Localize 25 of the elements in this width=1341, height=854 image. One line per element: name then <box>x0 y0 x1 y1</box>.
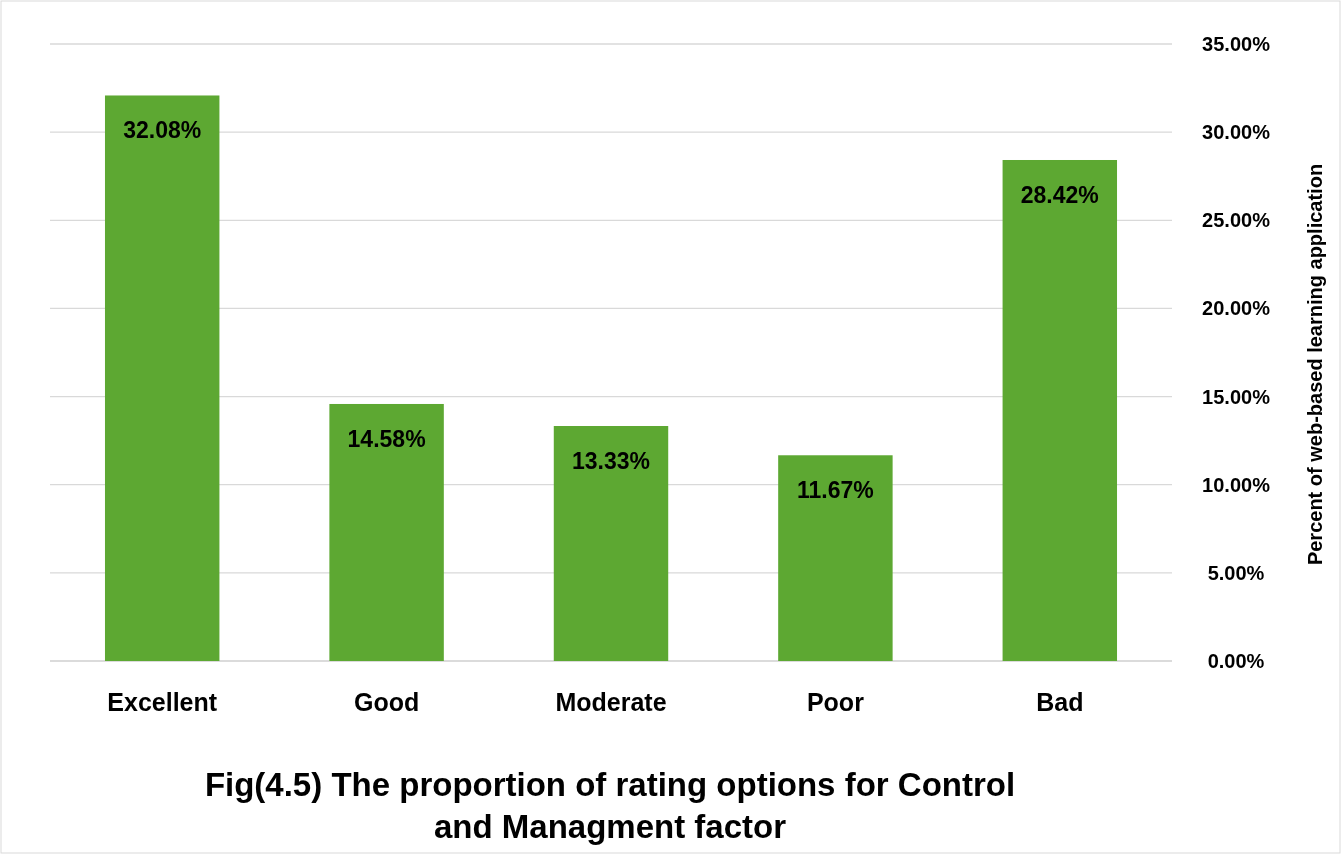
y-axis-title: Percent of web-based learning application <box>1304 163 1326 566</box>
x-tick-label: Moderate <box>555 688 667 716</box>
data-label: 32.08% <box>123 117 202 144</box>
x-tick-label: Poor <box>806 688 865 716</box>
y-tick-label: 0.00% <box>1207 650 1265 672</box>
data-label: 14.58% <box>347 425 426 452</box>
y-tick-label: 5.00% <box>1207 561 1265 584</box>
data-label: 13.33% <box>571 448 651 475</box>
x-tick-label: Good <box>353 688 420 716</box>
y-tick-label: 30.00% <box>1202 121 1271 144</box>
y-tick-label: 15.00% <box>1202 385 1271 408</box>
bar <box>778 455 893 661</box>
text: Fig(4.5) The proportion of rating options for Control and Managment factor <box>204 766 1016 845</box>
y-tick-label: 25.00% <box>1202 209 1271 232</box>
data-label: 11.67% <box>797 477 874 504</box>
y-tick-label: 35.00% <box>1202 33 1271 55</box>
bar <box>1002 160 1118 661</box>
x-tick-label: Excellent <box>107 688 218 716</box>
bar <box>104 95 220 661</box>
y-tick-label: 10.00% <box>1202 473 1271 496</box>
bar <box>329 403 444 661</box>
data-label: 28.42% <box>1020 182 1099 208</box>
x-tick-label: Bad <box>1036 688 1084 716</box>
y-tick-label: 20.00% <box>1202 297 1271 320</box>
bar <box>553 426 669 661</box>
